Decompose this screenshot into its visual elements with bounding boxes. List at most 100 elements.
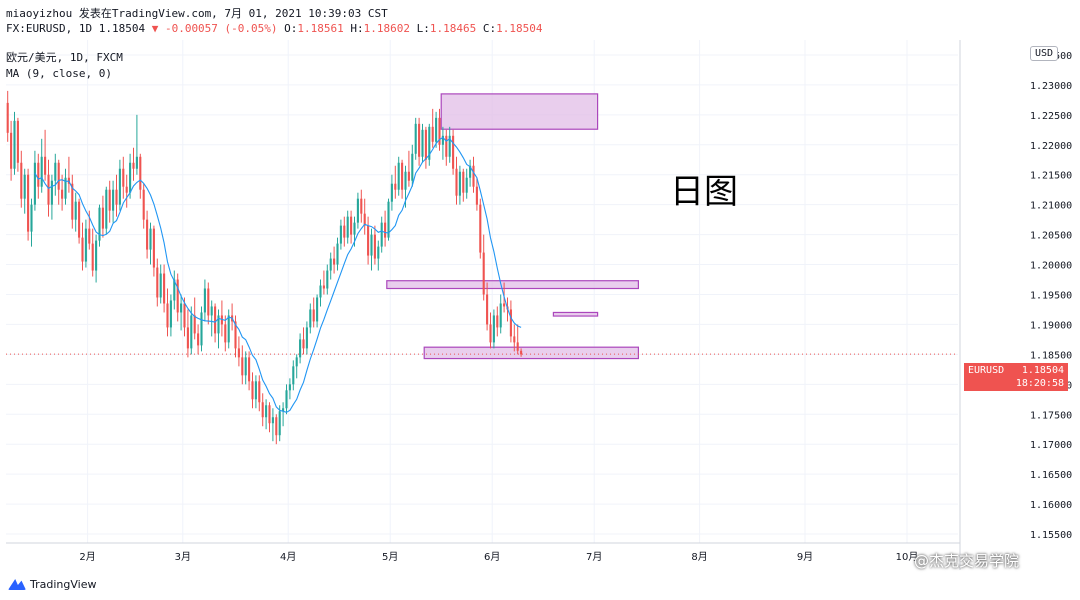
candle-body xyxy=(356,198,359,223)
ohlc-readout: FX:EURUSD, 1D 1.18504 ▼ -0.00057 (-0.05%… xyxy=(6,22,542,35)
candle-body xyxy=(431,126,434,142)
candle-body xyxy=(292,366,295,385)
author-watermark: @杰克交易学院 xyxy=(914,552,1020,570)
candle-body xyxy=(47,174,50,205)
low-value: 1.18465 xyxy=(429,22,477,35)
candle-body xyxy=(441,135,444,145)
candle-body xyxy=(509,309,512,337)
candle-body xyxy=(390,183,393,202)
candle-body xyxy=(333,258,336,265)
candle-body xyxy=(499,303,502,328)
candle-body xyxy=(312,309,315,322)
candle-body xyxy=(448,135,451,157)
candle-body xyxy=(88,228,91,244)
candle-body xyxy=(91,243,94,271)
tradingview-logo[interactable]: TradingView xyxy=(8,578,96,591)
candle-body xyxy=(40,156,43,187)
ma-legend[interactable]: MA (9, close, 0) xyxy=(6,67,112,80)
candle-body xyxy=(336,243,339,265)
candle-body xyxy=(142,189,145,220)
candle-body xyxy=(261,402,264,418)
x-tick-label: 9月 xyxy=(797,551,813,563)
open-value: 1.18561 xyxy=(297,22,344,35)
candle-body xyxy=(61,189,64,199)
candle-body xyxy=(414,123,417,154)
candle-body xyxy=(285,390,288,409)
zone-rectangle xyxy=(440,93,599,130)
candle-body xyxy=(251,381,254,400)
candle-body xyxy=(244,357,247,376)
candle-body xyxy=(180,303,183,313)
y-tick-label: 1.21000 xyxy=(1030,201,1072,212)
low-label: L: xyxy=(416,22,430,35)
zone-rectangle xyxy=(386,280,639,290)
candle-body xyxy=(200,312,203,346)
candle-body xyxy=(101,207,104,229)
candle-body xyxy=(462,171,465,193)
candle-body xyxy=(455,168,458,196)
candle-body xyxy=(496,315,499,328)
tradingview-logo-icon xyxy=(8,579,26,590)
candle-body xyxy=(74,201,77,220)
candle-body xyxy=(129,162,132,193)
currency-badge[interactable]: USD xyxy=(1030,46,1059,61)
candle-body xyxy=(394,183,397,190)
symbol-legend[interactable]: 欧元/美元, 1D, FXCM xyxy=(6,51,123,64)
candle-body xyxy=(424,129,427,160)
x-tick-label: 8月 xyxy=(691,551,707,563)
candle-body xyxy=(98,207,101,241)
candle-body xyxy=(183,303,186,328)
x-tick-label: 10月 xyxy=(896,551,919,563)
candle-body xyxy=(421,129,424,157)
candle-body xyxy=(319,285,322,298)
candle-body xyxy=(343,225,346,238)
bar-countdown: 18:20:58 xyxy=(1015,378,1064,389)
chart-legend: 欧元/美元, 1D, FXCM MA (9, close, 0) xyxy=(6,50,123,82)
y-tick-label: 1.17000 xyxy=(1030,440,1072,451)
candle-body xyxy=(322,285,325,289)
candle-body xyxy=(254,381,257,400)
candle-body xyxy=(288,384,291,391)
candle-body xyxy=(149,228,152,250)
candle-body xyxy=(516,342,519,351)
candle-body xyxy=(428,126,431,160)
candle-body xyxy=(152,228,155,268)
candle-body xyxy=(115,189,118,205)
candle-body xyxy=(13,120,16,169)
candle-body xyxy=(241,357,244,376)
high-label: H: xyxy=(350,22,364,35)
candle-body xyxy=(207,288,210,316)
candle-body xyxy=(370,234,373,256)
y-tick-label: 1.15500 xyxy=(1030,530,1072,541)
candle-body xyxy=(309,309,312,328)
candle-body xyxy=(176,279,179,313)
candle-body xyxy=(57,162,60,190)
candle-body xyxy=(346,216,349,238)
candle-body xyxy=(302,339,305,349)
candle-body xyxy=(360,198,363,214)
candle-body xyxy=(44,156,47,175)
open-label: O: xyxy=(284,22,298,35)
candle-body xyxy=(404,171,407,190)
candle-body xyxy=(489,324,492,343)
candle-body xyxy=(479,204,482,253)
candle-body xyxy=(339,225,342,244)
x-tick-label: 3月 xyxy=(175,551,191,563)
y-tick-label: 1.23000 xyxy=(1030,81,1072,92)
zone-rectangle xyxy=(423,346,640,360)
close-label: C: xyxy=(482,22,497,35)
candle-body xyxy=(10,132,13,169)
x-tick-label: 6月 xyxy=(484,551,500,563)
ma-line xyxy=(34,136,522,413)
candle-body xyxy=(411,153,414,181)
candle-body xyxy=(513,336,516,343)
candle-body xyxy=(27,174,30,232)
price-change: ▼ -0.00057 (-0.05%) xyxy=(151,22,278,35)
candle-body xyxy=(282,408,285,412)
y-tick-label: 1.20000 xyxy=(1030,261,1072,272)
candle-body xyxy=(373,234,376,259)
candle-body xyxy=(445,135,448,157)
candle-body xyxy=(435,117,438,142)
candle-body xyxy=(329,258,332,271)
